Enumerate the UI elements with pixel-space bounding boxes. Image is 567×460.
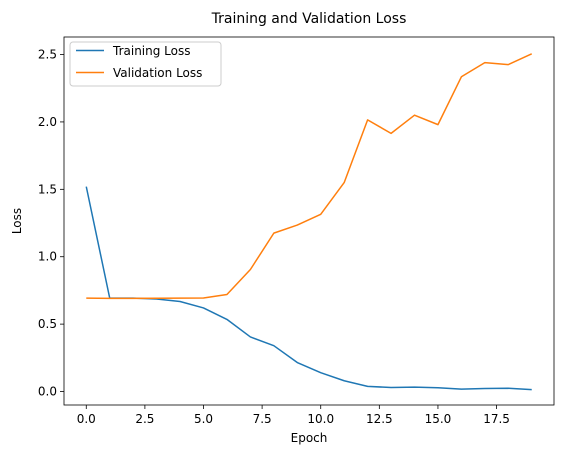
x-axis-label: Epoch [291, 431, 328, 445]
y-tick-label: 0.5 [38, 317, 57, 331]
legend: Training Loss Validation Loss [69, 41, 222, 87]
x-axis-ticks: 0.0 2.5 5.0 7.5 10.0 12.5 15.0 17.5 [77, 405, 510, 426]
series-lines [85, 53, 533, 391]
y-tick-label: 1.0 [38, 250, 57, 264]
y-tick-label: 1.5 [38, 182, 57, 196]
x-tick-label: 10.0 [307, 412, 334, 426]
x-tick-label: 7.5 [253, 412, 272, 426]
chart-title: Training and Validation Loss [211, 11, 407, 27]
legend-label-validation-loss: Validation Loss [113, 66, 202, 80]
series-line-training-loss [85, 186, 532, 391]
x-tick-label: 17.5 [483, 412, 510, 426]
y-tick-label: 2.5 [38, 48, 57, 62]
y-axis-label: Loss [10, 208, 24, 234]
plot-frame [63, 36, 555, 406]
y-tick-label: 0.0 [38, 385, 57, 399]
x-tick-label: 0.0 [77, 412, 96, 426]
legend-box [69, 41, 222, 87]
legend-label-training-loss: Training Loss [112, 44, 190, 58]
x-tick-label: 15.0 [425, 412, 452, 426]
y-axis-ticks: 0.0 0.5 1.0 1.5 2.0 2.5 [38, 48, 64, 399]
x-tick-label: 5.0 [194, 412, 213, 426]
series-line-validation-loss [86, 53, 533, 300]
x-tick-label: 12.5 [366, 412, 393, 426]
x-tick-label: 2.5 [135, 412, 154, 426]
y-tick-label: 2.0 [38, 115, 57, 129]
